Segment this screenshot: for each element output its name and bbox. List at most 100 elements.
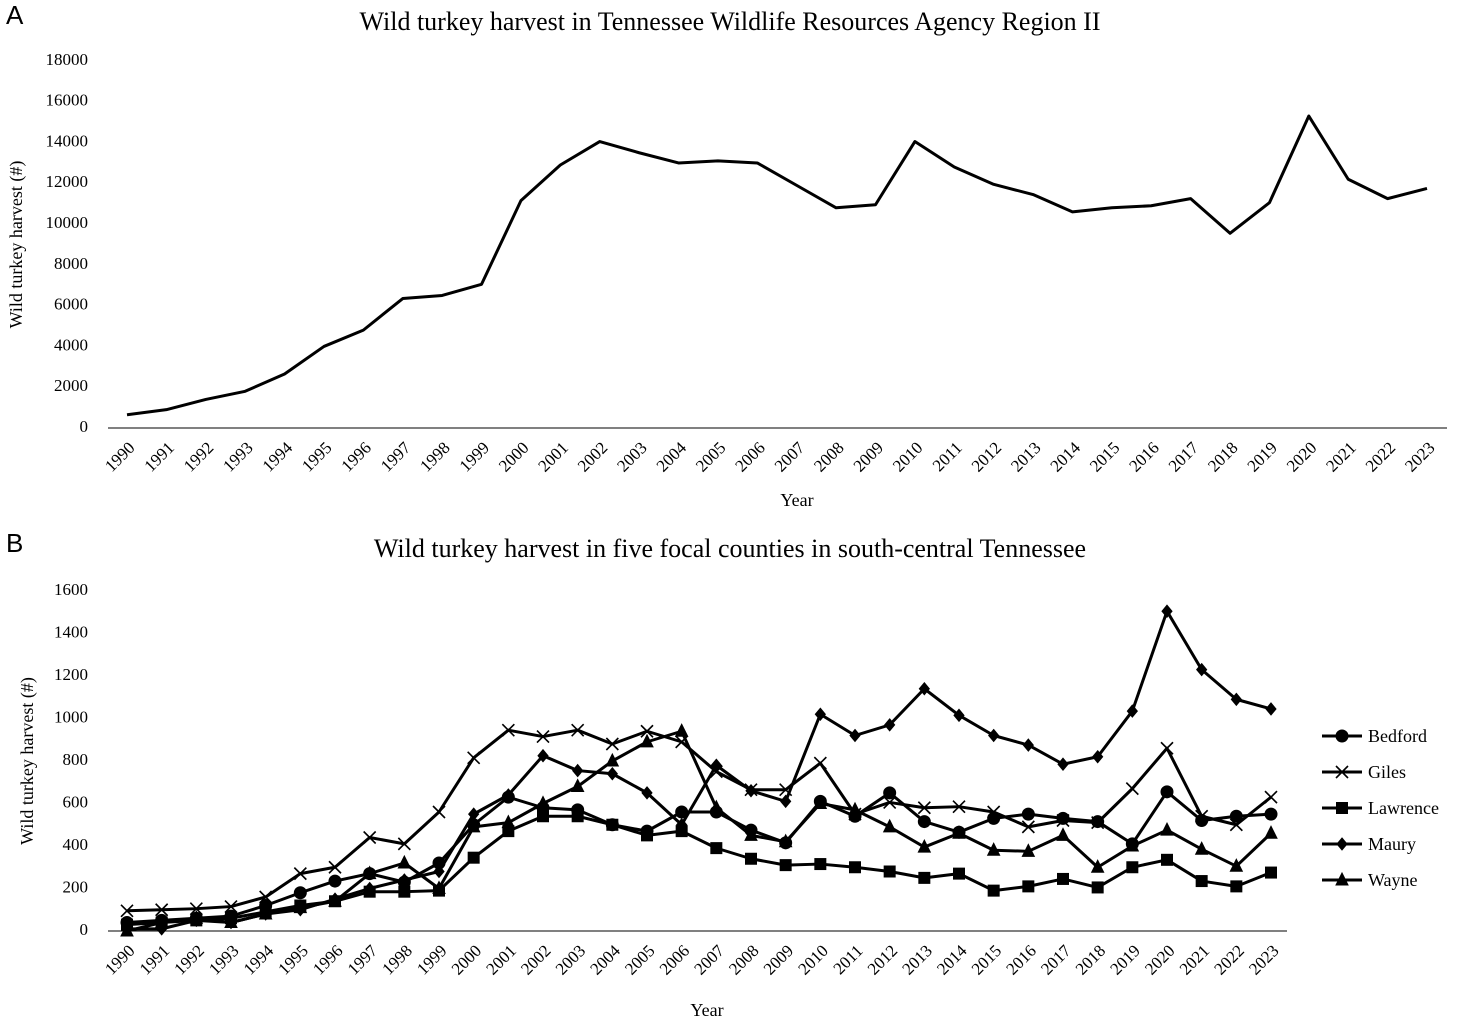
marker <box>952 800 966 814</box>
y-tick-label: 8000 <box>54 254 88 273</box>
marker <box>1125 837 1140 852</box>
marker <box>1229 818 1243 832</box>
marker <box>1161 853 1173 866</box>
marker <box>779 859 792 872</box>
marker <box>1160 785 1174 799</box>
legend-marker <box>1336 837 1348 851</box>
marker <box>501 723 515 737</box>
marker <box>778 833 793 848</box>
x-tick-label: 1993 <box>219 438 256 475</box>
marker <box>433 864 445 879</box>
x-tick-label: 2011 <box>830 941 867 978</box>
marker <box>882 818 897 833</box>
marker <box>120 904 134 918</box>
x-tick-label: 2017 <box>1165 438 1203 476</box>
marker <box>606 818 619 831</box>
marker <box>849 861 861 874</box>
marker <box>849 728 861 743</box>
chart-title: Wild turkey harvest in Tennessee Wildlif… <box>360 7 1101 36</box>
marker <box>605 752 620 767</box>
marker <box>987 884 1000 897</box>
marker <box>120 922 134 937</box>
marker <box>293 899 308 914</box>
marker <box>293 886 307 900</box>
marker <box>780 794 792 809</box>
x-tick-label: 2003 <box>613 438 650 475</box>
marker <box>1160 741 1174 755</box>
x-tick-label: 2016 <box>1125 438 1162 475</box>
marker <box>1022 880 1035 893</box>
x-tick-label: 2015 <box>968 941 1005 978</box>
marker <box>397 837 411 851</box>
marker <box>570 778 585 792</box>
marker <box>1125 782 1139 796</box>
legend-label: Giles <box>1368 762 1406 782</box>
x-tick-label: 2010 <box>794 941 831 978</box>
x-axis-label: Year <box>780 490 813 510</box>
marker <box>1091 816 1105 830</box>
x-tick-label: 2014 <box>933 941 971 979</box>
x-tick-label: 1996 <box>309 941 346 978</box>
y-tick-label: 4000 <box>54 335 88 354</box>
legend-marker <box>1336 802 1348 814</box>
y-tick-label: 1600 <box>54 580 88 599</box>
marker <box>1021 843 1036 857</box>
x-tick-label: 1998 <box>378 941 415 978</box>
x-tick-label: 2011 <box>929 438 966 475</box>
marker <box>537 748 549 763</box>
x-tick-label: 1996 <box>337 438 374 475</box>
marker <box>536 795 550 809</box>
marker <box>918 681 930 696</box>
marker <box>328 860 342 874</box>
marker <box>814 707 826 722</box>
marker <box>1194 841 1209 855</box>
marker <box>572 763 584 778</box>
x-tick-label: 2005 <box>692 438 729 475</box>
marker <box>1056 813 1070 828</box>
marker <box>1160 821 1174 836</box>
marker <box>1264 825 1278 839</box>
marker <box>641 786 653 800</box>
marker <box>189 910 204 924</box>
marker <box>1196 662 1208 677</box>
x-tick-label: 2002 <box>517 941 554 978</box>
y-axis-label: Wild turkey harvest (#) <box>17 677 38 845</box>
x-tick-label: 2001 <box>534 438 571 475</box>
marker <box>1021 807 1035 821</box>
series-line <box>126 790 1272 924</box>
marker <box>813 795 828 809</box>
marker <box>398 885 411 898</box>
marker <box>467 851 480 864</box>
x-tick-label: 2001 <box>482 941 519 978</box>
y-tick-label: 1200 <box>54 665 88 684</box>
x-tick-label: 2017 <box>1037 941 1075 979</box>
marker <box>1091 881 1104 894</box>
marker <box>155 903 169 917</box>
marker <box>536 729 550 744</box>
x-tick-label: 2006 <box>656 941 693 978</box>
marker <box>745 852 757 865</box>
marker <box>398 873 410 887</box>
series-line <box>126 728 1272 913</box>
marker <box>883 865 896 878</box>
marker <box>397 854 412 869</box>
x-tick-label: 1992 <box>170 941 207 978</box>
x-tick-label: 1993 <box>205 941 242 978</box>
marker <box>224 899 238 914</box>
marker <box>848 801 862 816</box>
x-tick-label: 2021 <box>1176 941 1213 978</box>
y-tick-label: 10000 <box>46 213 89 232</box>
marker <box>640 724 654 738</box>
x-tick-label: 2007 <box>771 438 809 476</box>
marker <box>1265 866 1277 879</box>
marker <box>1230 880 1243 893</box>
marker <box>1161 604 1173 618</box>
marker <box>1126 704 1138 718</box>
legend-marker <box>1335 765 1349 779</box>
x-tick-label: 2007 <box>690 941 728 979</box>
marker <box>605 737 619 751</box>
marker <box>953 708 965 723</box>
marker <box>676 817 688 832</box>
legend-label: Wayne <box>1368 870 1418 890</box>
x-tick-label: 2008 <box>725 941 762 978</box>
